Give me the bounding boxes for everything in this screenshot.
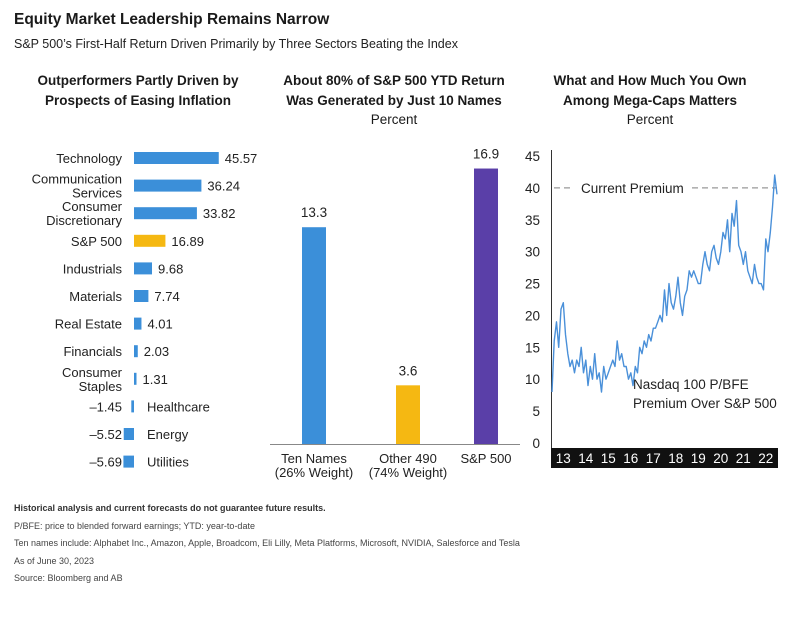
x-tick-label: 22 [758,451,773,466]
panel-2-title-line1: About 80% of S&P 500 YTD Return [283,73,505,88]
sector-label: Consumer Staples [62,365,123,394]
panel-3-title: What and How Much You Own Among Mega-Cap… [530,71,770,111]
panel-2-title: About 80% of S&P 500 YTD Return Was Gene… [268,71,520,111]
sector-label: Materials [69,289,122,304]
contribution-category-label: Ten Names (26% Weight) [275,451,354,480]
sector-bar [134,262,153,275]
footnote-as-of: As of June 30, 2023 [14,555,95,566]
sector-bar [134,372,137,385]
sector-label: Utilities [147,455,189,470]
sector-value-label: –5.69 [89,455,122,470]
premium-series-line [551,174,778,393]
chart-canvas: Technology 45.57 Communication Services 36.2… [32,147,778,480]
x-tick-label: 15 [601,451,616,466]
sector-bar [134,317,142,330]
current-premium-label: Current Premium [581,181,684,196]
y-tick-label: 0 [532,436,540,451]
contribution-value-label: 13.3 [301,205,327,220]
sector-label: Financials [63,344,122,359]
x-axis-band [551,448,778,468]
sector-label: Industrials [63,261,123,276]
sector-label: Energy [147,427,189,442]
panel-1-title: Outperformers Partly Driven by Prospects… [18,71,258,111]
sector-bar [134,207,197,220]
sector-value-label: 9.68 [158,261,183,276]
y-tick-label: 20 [525,308,540,323]
contribution-bar [474,168,498,444]
sector-label: Healthcare [147,399,210,414]
footnote-definitions: P/BFE: price to blended forward earnings… [14,520,255,531]
chart-subtitle: S&P 500’s First-Half Return Driven Prima… [14,37,458,51]
y-tick-label: 35 [525,213,540,228]
sector-value-label: 4.01 [147,317,172,332]
chart-title: Equity Market Leadership Remains Narrow [14,11,330,28]
sector-value-label: 45.57 [225,151,258,166]
sector-label: Real Estate [55,317,122,332]
sector-value-label: 7.74 [154,289,179,304]
x-tick-label: 16 [623,451,638,466]
y-tick-label: 5 [532,404,540,419]
sector-value-label: 36.24 [207,179,240,194]
sector-value-label: 33.82 [203,206,236,221]
x-tick-label: 14 [578,451,594,466]
x-tick-label: 13 [556,451,571,466]
footnote-disclaimer: Historical analysis and current forecast… [14,503,326,513]
sector-label: Consumer Discretionary [46,199,123,228]
panel-3-title-line1: What and How Much You Own [553,73,747,88]
x-tick-label: 20 [713,451,728,466]
sector-bar [134,345,138,358]
x-tick-label: 19 [691,451,706,466]
contribution-category-label: S&P 500 [460,451,511,466]
panel-3-unit: Percent [626,112,674,127]
sector-value-label: 16.89 [171,234,204,249]
panel-3-title-line2: Among Mega-Caps Matters [562,93,738,108]
x-tick-label: 17 [646,451,661,466]
sector-bar [123,455,134,468]
sector-label: S&P 500 [71,234,122,249]
sector-value-label: –5.52 [89,427,122,442]
contribution-value-label: 3.6 [399,363,418,378]
sector-bar [123,428,134,440]
sector-value-label: –1.45 [89,399,122,414]
contribution-bar [302,227,326,444]
footnote-ten-names: Ten names include: Alphabet Inc., Amazon… [14,538,520,548]
contribution-value-label: 16.9 [473,147,499,162]
x-tick-label: 21 [736,451,751,466]
y-tick-label: 30 [525,245,540,260]
series-label-line2: Premium Over S&P 500 [633,396,777,411]
panel-1-title-line2: Prospects of Easing Inflation [44,93,232,108]
y-tick-label: 40 [525,181,540,196]
footnote-source: Source: Bloomberg and AB [14,573,123,583]
sector-bar [131,400,134,413]
y-tick-label: 15 [525,340,540,355]
sector-value-label: 2.03 [144,344,169,359]
panel-1-title-line1: Outperformers Partly Driven by [37,73,239,88]
sector-bar [134,152,219,164]
panel-2-title-line2: Was Generated by Just 10 Names [286,93,502,108]
contribution-bar [396,385,420,444]
sector-value-label: 1.31 [143,372,168,387]
y-tick-label: 45 [525,149,540,164]
sector-bar [134,179,202,192]
y-tick-label: 10 [525,372,540,387]
sector-bar [134,290,149,302]
series-label-line1: Nasdaq 100 P/BFE [633,377,749,392]
contribution-category-label: Other 490 (74% Weight) [369,451,448,480]
sector-label: Communication Services [32,172,123,201]
y-tick-label: 25 [525,277,540,292]
sector-bar [134,234,166,247]
footnotes: Historical analysis and current forecast… [14,500,520,588]
x-tick-label: 18 [668,451,683,466]
sector-label: Technology [56,151,122,166]
panel-2-unit: Percent [370,112,418,127]
